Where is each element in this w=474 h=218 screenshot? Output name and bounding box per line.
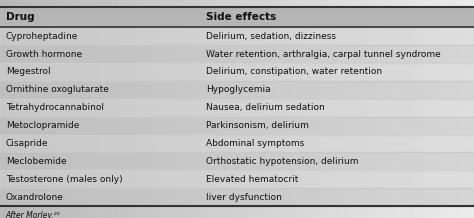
Text: Orthostatic hypotension, delirium: Orthostatic hypotension, delirium bbox=[206, 157, 359, 166]
Bar bbox=[0, 135, 474, 152]
Text: Megestrol: Megestrol bbox=[6, 67, 50, 77]
Text: Growth hormone: Growth hormone bbox=[6, 49, 82, 59]
Text: Delirium, constipation, water retention: Delirium, constipation, water retention bbox=[206, 67, 383, 77]
Text: Drug: Drug bbox=[6, 12, 34, 22]
Bar bbox=[0, 63, 474, 81]
Text: Parkinsonism, delirium: Parkinsonism, delirium bbox=[206, 121, 309, 130]
Text: Elevated hematocrit: Elevated hematocrit bbox=[206, 175, 299, 184]
Text: Nausea, delirium sedation: Nausea, delirium sedation bbox=[206, 103, 325, 112]
Bar bbox=[0, 99, 474, 117]
Text: Delirium, sedation, dizziness: Delirium, sedation, dizziness bbox=[206, 32, 336, 41]
Bar bbox=[0, 45, 474, 63]
Text: Hypoglycemia: Hypoglycemia bbox=[206, 85, 271, 94]
Text: Water retention, arthralgia, carpal tunnel syndrome: Water retention, arthralgia, carpal tunn… bbox=[206, 49, 441, 59]
Text: Abdominal symptoms: Abdominal symptoms bbox=[206, 139, 304, 148]
Bar bbox=[0, 81, 474, 99]
Text: Meclobemide: Meclobemide bbox=[6, 157, 66, 166]
Bar bbox=[0, 152, 474, 170]
Bar bbox=[0, 27, 474, 45]
Text: Oxandrolone: Oxandrolone bbox=[6, 192, 64, 202]
Bar bbox=[0, 170, 474, 188]
Text: Ornithine oxoglutarate: Ornithine oxoglutarate bbox=[6, 85, 109, 94]
Text: Testosterone (males only): Testosterone (males only) bbox=[6, 175, 122, 184]
Text: Tetrahydrocannabinol: Tetrahydrocannabinol bbox=[6, 103, 104, 112]
Text: Cisapride: Cisapride bbox=[6, 139, 48, 148]
Text: Cyproheptadine: Cyproheptadine bbox=[6, 32, 78, 41]
Text: liver dysfunction: liver dysfunction bbox=[206, 192, 282, 202]
Text: Side effects: Side effects bbox=[206, 12, 276, 22]
Bar bbox=[0, 117, 474, 135]
Bar bbox=[0, 188, 474, 206]
Text: Metoclopramide: Metoclopramide bbox=[6, 121, 79, 130]
Bar bbox=[0, 7, 474, 27]
Text: After Morley.²⁰: After Morley.²⁰ bbox=[6, 211, 60, 218]
